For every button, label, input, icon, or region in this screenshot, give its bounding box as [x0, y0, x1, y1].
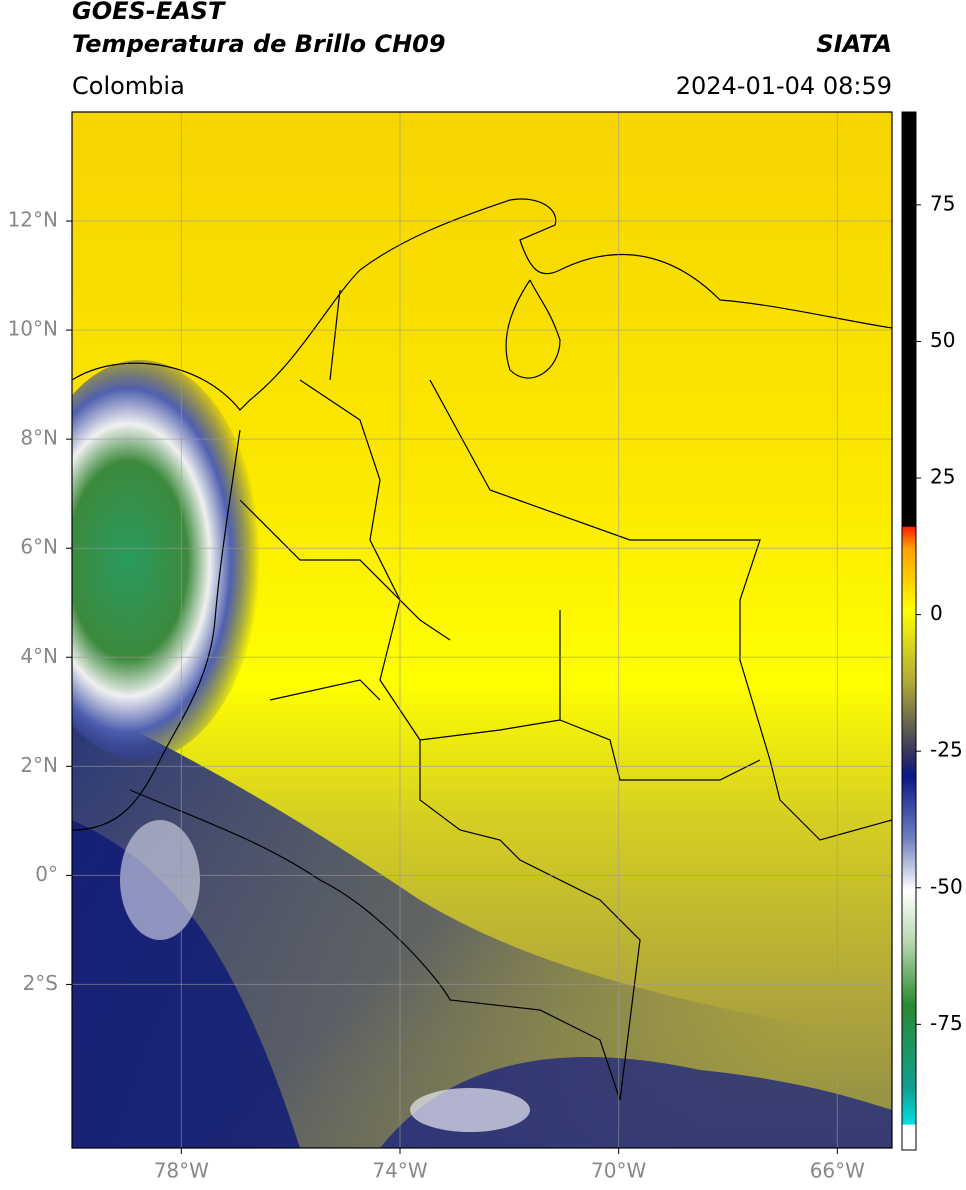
colorbar	[901, 111, 917, 1151]
colorbar-tick-label: 75	[930, 191, 955, 215]
cloud	[410, 1088, 530, 1132]
x-tick-label: 70°W	[591, 1159, 646, 1183]
subtitle: Temperatura de Brillo CH09	[72, 30, 446, 58]
border	[559, 610, 761, 781]
x-tick-label: 74°W	[372, 1159, 427, 1183]
y-tick-label: 2°S	[23, 971, 58, 995]
colorbar-tick-label: -25	[930, 738, 963, 762]
coastline	[505, 279, 561, 379]
x-tick-label: 66°W	[810, 1159, 865, 1183]
grid	[72, 112, 892, 1148]
border	[489, 489, 892, 841]
cloud	[120, 820, 200, 940]
coastline	[72, 429, 241, 831]
coastline	[72, 198, 892, 411]
source: SIATA	[816, 30, 892, 58]
satellite-image	[72, 112, 892, 1148]
y-tick-label: 4°N	[20, 644, 58, 668]
colorbar-tick-label: 25	[930, 465, 955, 489]
cloud-cluster	[72, 360, 260, 760]
colorbar-tick-label: 0	[930, 601, 943, 625]
y-tick-label: 6°N	[20, 535, 58, 559]
y-tick-label: 12°N	[8, 208, 58, 232]
y-tick-label: 0°	[35, 862, 58, 886]
border	[129, 789, 621, 1101]
department-border	[239, 289, 491, 741]
colorbar-tick-label: 50	[930, 328, 955, 352]
y-tick-label: 10°N	[8, 317, 58, 341]
title: GOES-EAST	[72, 0, 226, 25]
map-frame	[71, 111, 893, 1149]
cold-region	[72, 700, 892, 1148]
region: Colombia	[72, 72, 185, 100]
border	[419, 719, 641, 1101]
timestamp: 2024-01-04 08:59	[676, 72, 892, 100]
y-tick-label: 8°N	[20, 426, 58, 450]
colorbar-tick-label: -75	[930, 1011, 963, 1035]
y-tick-label: 2°N	[20, 753, 58, 777]
x-tick-label: 78°W	[154, 1159, 209, 1183]
colorbar-tick-label: -50	[930, 874, 963, 898]
